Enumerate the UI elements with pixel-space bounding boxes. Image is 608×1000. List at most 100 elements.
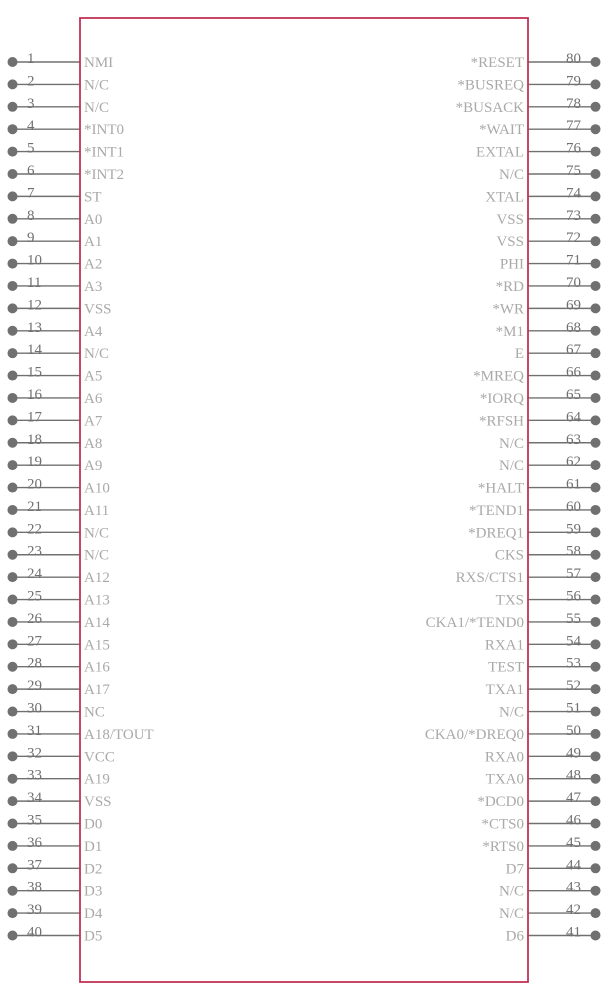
- svg-text:79: 79: [566, 73, 581, 89]
- svg-text:13: 13: [27, 320, 42, 336]
- svg-text:75: 75: [566, 163, 581, 179]
- svg-text:72: 72: [566, 230, 581, 246]
- svg-text:56: 56: [566, 589, 582, 605]
- svg-text:N/C: N/C: [84, 77, 109, 93]
- svg-text:A9: A9: [84, 458, 102, 474]
- svg-text:TXS: TXS: [496, 593, 524, 609]
- svg-text:28: 28: [27, 656, 42, 672]
- svg-text:44: 44: [566, 857, 582, 873]
- svg-text:6: 6: [27, 163, 35, 179]
- svg-text:D0: D0: [84, 817, 102, 833]
- svg-text:32: 32: [27, 745, 42, 761]
- svg-text:24: 24: [27, 566, 43, 582]
- svg-text:*WR: *WR: [492, 301, 524, 317]
- svg-text:*CTS0: *CTS0: [481, 817, 524, 833]
- svg-text:58: 58: [566, 544, 581, 560]
- svg-text:A10: A10: [84, 481, 110, 497]
- svg-text:54: 54: [566, 633, 582, 649]
- svg-text:14: 14: [27, 342, 43, 358]
- svg-text:D5: D5: [84, 929, 102, 945]
- svg-text:43: 43: [566, 880, 581, 896]
- svg-text:49: 49: [566, 745, 581, 761]
- svg-text:N/C: N/C: [499, 906, 524, 922]
- svg-text:N/C: N/C: [84, 548, 109, 564]
- svg-text:*TEND1: *TEND1: [469, 503, 524, 519]
- svg-text:N/C: N/C: [84, 525, 109, 541]
- svg-text:73: 73: [566, 208, 581, 224]
- svg-text:CKS: CKS: [495, 548, 524, 564]
- svg-text:20: 20: [27, 477, 42, 493]
- svg-text:D2: D2: [84, 861, 102, 877]
- svg-text:D6: D6: [506, 929, 525, 945]
- svg-text:*RFSH: *RFSH: [479, 413, 524, 429]
- svg-text:33: 33: [27, 768, 42, 784]
- svg-text:PHI: PHI: [500, 257, 524, 273]
- svg-text:*RTS0: *RTS0: [482, 839, 524, 855]
- svg-text:VSS: VSS: [84, 794, 112, 810]
- svg-text:EXTAL: EXTAL: [476, 145, 524, 161]
- svg-text:4: 4: [27, 118, 35, 134]
- svg-text:A16: A16: [84, 660, 110, 676]
- svg-text:11: 11: [27, 275, 41, 291]
- svg-text:74: 74: [566, 185, 582, 201]
- svg-text:5: 5: [27, 141, 35, 157]
- svg-text:46: 46: [566, 813, 582, 829]
- svg-text:D1: D1: [84, 839, 102, 855]
- svg-text:N/C: N/C: [499, 458, 524, 474]
- svg-text:63: 63: [566, 432, 581, 448]
- svg-text:A12: A12: [84, 570, 110, 586]
- svg-text:D4: D4: [84, 906, 103, 922]
- svg-text:31: 31: [27, 723, 42, 739]
- svg-text:*INT2: *INT2: [84, 167, 124, 183]
- svg-text:29: 29: [27, 678, 42, 694]
- svg-text:N/C: N/C: [84, 346, 109, 362]
- svg-text:NC: NC: [84, 705, 105, 721]
- svg-text:A8: A8: [84, 436, 102, 452]
- svg-text:7: 7: [27, 185, 35, 201]
- svg-text:VSS: VSS: [496, 234, 524, 250]
- svg-text:CKA0/*DREQ0: CKA0/*DREQ0: [425, 727, 524, 743]
- svg-text:TXA1: TXA1: [486, 682, 524, 698]
- svg-text:69: 69: [566, 297, 581, 313]
- svg-text:*DCD0: *DCD0: [477, 794, 524, 810]
- svg-text:23: 23: [27, 544, 42, 560]
- svg-text:RXA0: RXA0: [485, 749, 524, 765]
- svg-text:D3: D3: [84, 884, 102, 900]
- svg-text:1: 1: [27, 51, 35, 67]
- svg-text:A13: A13: [84, 593, 110, 609]
- svg-text:N/C: N/C: [499, 167, 524, 183]
- svg-text:60: 60: [566, 499, 581, 515]
- svg-text:N/C: N/C: [499, 884, 524, 900]
- svg-text:A15: A15: [84, 637, 110, 653]
- svg-text:12: 12: [27, 297, 42, 313]
- svg-text:39: 39: [27, 902, 42, 918]
- svg-text:*DREQ1: *DREQ1: [468, 525, 524, 541]
- svg-text:A18/TOUT: A18/TOUT: [84, 727, 154, 743]
- svg-text:*MREQ: *MREQ: [473, 369, 524, 385]
- svg-text:A4: A4: [84, 324, 103, 340]
- svg-text:77: 77: [566, 118, 582, 134]
- svg-text:66: 66: [566, 365, 582, 381]
- svg-text:45: 45: [566, 835, 581, 851]
- svg-text:A1: A1: [84, 234, 102, 250]
- svg-text:TEST: TEST: [488, 660, 524, 676]
- svg-text:XTAL: XTAL: [485, 189, 524, 205]
- svg-text:A0: A0: [84, 212, 102, 228]
- svg-text:*RESET: *RESET: [471, 55, 524, 71]
- svg-text:59: 59: [566, 521, 581, 537]
- svg-text:51: 51: [566, 701, 581, 717]
- svg-text:64: 64: [566, 409, 582, 425]
- svg-text:N/C: N/C: [499, 436, 524, 452]
- svg-text:8: 8: [27, 208, 35, 224]
- svg-text:34: 34: [27, 790, 43, 806]
- svg-text:15: 15: [27, 365, 42, 381]
- svg-text:53: 53: [566, 656, 581, 672]
- svg-text:36: 36: [27, 835, 43, 851]
- svg-text:27: 27: [27, 633, 43, 649]
- svg-text:19: 19: [27, 454, 42, 470]
- svg-text:41: 41: [566, 925, 581, 941]
- svg-text:52: 52: [566, 678, 581, 694]
- svg-text:VSS: VSS: [496, 212, 524, 228]
- svg-text:80: 80: [566, 51, 581, 67]
- svg-text:2: 2: [27, 73, 35, 89]
